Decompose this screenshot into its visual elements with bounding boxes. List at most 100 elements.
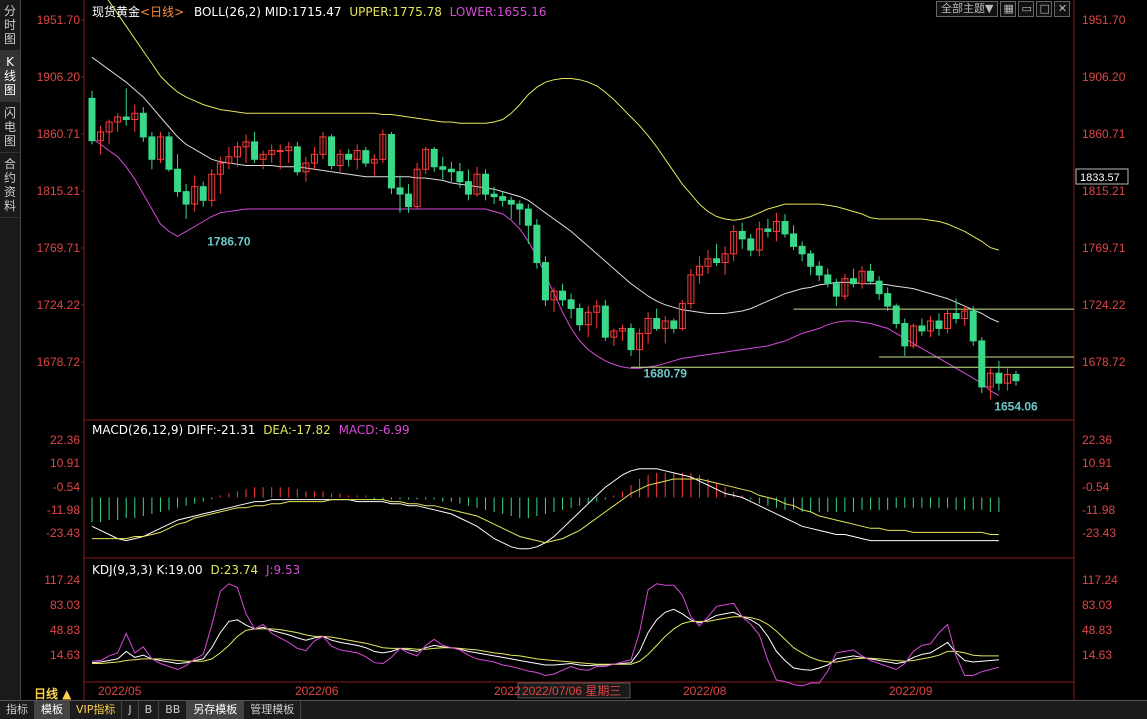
candle-body [456, 171, 464, 183]
macd-ytick-left: -23.43 [46, 526, 80, 540]
candle-body [524, 208, 532, 226]
candle-body [610, 330, 618, 338]
candle-body [353, 150, 361, 160]
x-axis-label: 2022/08 [683, 684, 727, 698]
candle-body [156, 136, 164, 160]
bottom-tab-6[interactable]: 另存模板 [187, 701, 245, 719]
candle-body [216, 162, 224, 175]
bottom-tab-2[interactable]: VIP指标 [70, 701, 123, 719]
candle-body [482, 173, 490, 195]
candle-body [713, 258, 721, 264]
candle-body [516, 203, 524, 210]
maximize-icon[interactable]: □ [1036, 1, 1053, 17]
bottom-tab-7[interactable]: 管理模板 [244, 701, 302, 719]
candle-body [139, 112, 147, 138]
candle-body [790, 233, 798, 247]
theme-dropdown[interactable]: 全部主题▼ [936, 1, 999, 17]
candle-body [995, 372, 1003, 384]
price-ytick-right: 1906.20 [1082, 70, 1126, 84]
kdj-k: K:19.00 [156, 563, 203, 577]
candle-body [858, 270, 866, 285]
candle-body [567, 299, 575, 310]
candle-body [191, 186, 199, 205]
bottom-tab-4[interactable]: B [139, 701, 160, 719]
price-ytick-left: 1769.71 [37, 241, 81, 255]
period-button[interactable]: 日线 ▲ [34, 687, 72, 701]
candle-body [225, 156, 233, 164]
candle-body [653, 318, 661, 329]
candle-body [276, 150, 284, 153]
kdj-panel-header: KDJ(9,3,3) K:19.00 D:23.74 J:9.53 [92, 563, 300, 577]
candle-body [97, 131, 105, 142]
chart-canvas[interactable]: 1951.70 1951.70 1906.20 1906.20 1860.71 1860.… [0, 0, 1147, 700]
candle-body [704, 258, 712, 267]
price-ytick-left: 1815.21 [37, 184, 81, 198]
sidebar-tab-3[interactable]: 合约资料 [0, 153, 20, 218]
candle-body [618, 327, 626, 332]
candle-body [268, 150, 276, 155]
kdj-ytick-right: 14.63 [1082, 648, 1112, 662]
price-ytick-right: 1860.71 [1082, 127, 1126, 141]
candle-body [387, 133, 395, 189]
macd-ytick-right: -23.43 [1082, 526, 1116, 540]
kdj-d-line [92, 616, 999, 665]
close-icon[interactable]: ✕ [1054, 1, 1071, 17]
kdj-ytick-right: 83.03 [1082, 598, 1112, 612]
candle-body [969, 310, 977, 342]
candle-body [310, 153, 318, 164]
candle-body [430, 148, 438, 168]
candle-body [114, 116, 122, 123]
price-ytick-right: 1815.21 [1082, 184, 1126, 198]
boll-upper-line [107, 0, 1000, 251]
candle-body [926, 320, 934, 332]
bottom-tab-5[interactable]: BB [159, 701, 188, 719]
candle-body [464, 181, 472, 195]
candle-body [336, 153, 344, 167]
candle-body [815, 265, 823, 276]
candle-body [952, 313, 960, 319]
current-price-box [1075, 168, 1129, 185]
price-ytick-right: 1678.72 [1082, 355, 1126, 369]
period-tag: <日线> [140, 5, 185, 19]
candle-body [302, 162, 310, 173]
macd-ytick-left: -0.54 [53, 480, 81, 494]
candle-body [781, 220, 789, 235]
price-ytick-right: 1951.70 [1082, 13, 1126, 27]
candle-body [824, 274, 832, 285]
bottom-tab-1[interactable]: 模板 [35, 701, 70, 719]
candle-body [601, 305, 609, 338]
minimize-icon[interactable]: ▭ [1018, 1, 1035, 17]
candle-body [892, 305, 900, 324]
kdj-ytick-right: 117.24 [1082, 573, 1118, 587]
kdj-ytick-right: 48.83 [1082, 623, 1112, 637]
candle-body [584, 311, 592, 326]
candle-body [884, 293, 892, 307]
candle-body [986, 372, 994, 388]
sidebar-tab-2[interactable]: 闪电图 [0, 102, 20, 153]
bottom-tab-0[interactable]: 指标 [0, 701, 35, 719]
candle-body [764, 228, 772, 232]
sidebar-tab-0[interactable]: 分时图 [0, 0, 20, 51]
candle-body [105, 121, 113, 133]
macd-label: MACD(26,12,9) [92, 423, 184, 437]
candle-body [627, 327, 635, 351]
kdj-ytick-left: 14.63 [50, 648, 80, 662]
candle-body [233, 146, 241, 158]
candle-body [807, 253, 815, 267]
candle-body [841, 278, 849, 297]
macd-ytick-right: -11.98 [1082, 503, 1115, 517]
candle-body [199, 186, 207, 201]
candle-body [644, 318, 652, 334]
crosshair-date-box [517, 682, 631, 699]
candle-body [182, 191, 190, 205]
kdj-j: J:9.53 [265, 563, 301, 577]
boll-lower: LOWER:1655.16 [449, 5, 547, 19]
x-axis-label: 2022/09 [889, 684, 933, 698]
candle-body [405, 193, 413, 208]
bottom-tab-3[interactable]: J [122, 701, 139, 719]
grid-icon[interactable]: ▦ [1000, 1, 1017, 17]
kdj-label: KDJ(9,3,3) [92, 563, 153, 577]
macd-dea-line [92, 478, 999, 544]
